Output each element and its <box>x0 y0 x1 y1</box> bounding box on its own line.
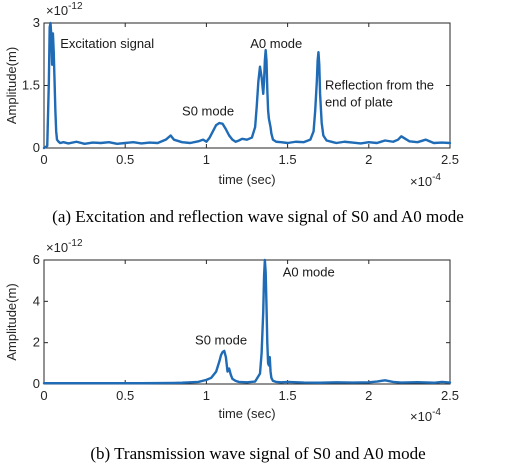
x-axis-exponent-power: -4 <box>432 407 441 418</box>
x-tick-label: 2 <box>365 152 372 167</box>
annotation-label: S0 mode <box>195 333 247 348</box>
x-tick-label: 1 <box>203 152 210 167</box>
y-axis-exponent-power: -12 <box>68 1 83 12</box>
x-axis-exponent: ×10-4 <box>410 172 441 189</box>
y-tick-label: 0 <box>33 140 40 155</box>
x-tick-label: 0 <box>40 152 47 167</box>
x-tick-label: 0.5 <box>116 388 134 403</box>
annotation-label: A0 mode <box>283 265 335 280</box>
y-axis-exponent-power: -12 <box>68 238 83 249</box>
x-tick-label: 0 <box>40 388 47 403</box>
x-tick-label: 0.5 <box>116 152 134 167</box>
y-tick-label: 2 <box>33 335 40 350</box>
x-axis-exponent: ×10-4 <box>410 407 441 424</box>
x-tick-label: 2 <box>365 388 372 403</box>
y-tick-label: 6 <box>33 252 40 267</box>
annotation-label: S0 mode <box>182 104 234 119</box>
annotation-label: Excitation signal <box>60 36 154 51</box>
y-axis-exponent: ×10-12 <box>46 1 83 18</box>
annotation-label: end of plate <box>325 94 393 109</box>
y-tick-label: 4 <box>33 293 40 308</box>
y-tick-label: 3 <box>33 15 40 30</box>
y-axis-exponent: ×10-12 <box>46 238 83 255</box>
chart-panel-b: 0 0.5 1 1.5 2 2.5 0 2 4 6 ×10-12 ×10-4 time (sec) Amp… <box>4 238 459 463</box>
figure-caption: (b) Transmission wave signal of S0 and A… <box>90 444 425 463</box>
x-axis-exponent-power: -4 <box>432 172 441 183</box>
annotation-label: Reflection from the <box>325 78 434 93</box>
x-tick-label: 1.5 <box>279 388 297 403</box>
x-axis-label: time (sec) <box>218 172 275 187</box>
y-tick-label: 0 <box>33 376 40 391</box>
x-tick-label: 2.5 <box>441 152 459 167</box>
figure-caption: (a) Excitation and reflection wave signa… <box>52 207 464 226</box>
plot-area-frame <box>43 259 451 385</box>
chart-panel-a: 0 0.5 1 1.5 2 2.5 0 1.5 3 ×10-12 ×10-4 time (sec) Am… <box>4 1 464 226</box>
series-line <box>42 258 452 385</box>
x-tick-label: 1 <box>203 388 210 403</box>
y-tick-label: 1.5 <box>22 78 40 93</box>
x-tick-label: 2.5 <box>441 388 459 403</box>
x-tick-label: 1.5 <box>279 152 297 167</box>
y-axis-label: Amplitude(m) <box>4 283 19 360</box>
series-line <box>42 21 452 150</box>
y-axis-label: Amplitude(m) <box>4 47 19 124</box>
annotation-label: A0 mode <box>250 36 302 51</box>
x-axis-label: time (sec) <box>218 406 275 421</box>
